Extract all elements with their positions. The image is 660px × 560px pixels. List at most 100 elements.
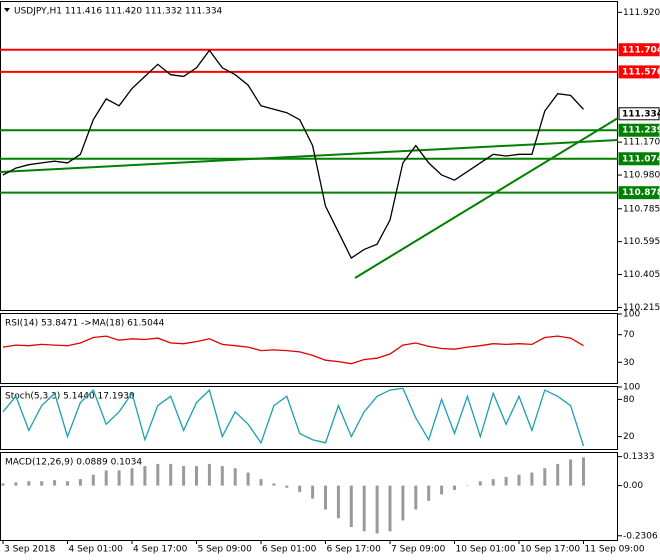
x-tick-label: 4 Sep 01:00 bbox=[69, 545, 124, 555]
histogram-bar bbox=[478, 481, 482, 486]
y-tick-label: 0.1333 bbox=[623, 452, 655, 462]
main-panel bbox=[0, 1, 618, 311]
x-tick-label: 11 Sep 09:00 bbox=[585, 545, 645, 555]
histogram-bar bbox=[130, 468, 134, 486]
level-box bbox=[618, 186, 660, 200]
histogram-bar bbox=[582, 457, 585, 486]
level-box bbox=[618, 65, 660, 79]
histogram-bar bbox=[504, 476, 508, 486]
y-tick-label: 111.170 bbox=[623, 138, 660, 148]
histogram-bar bbox=[27, 481, 31, 486]
x-tick-label: 5 Sep 09:00 bbox=[198, 545, 253, 555]
histogram-bar bbox=[207, 463, 211, 486]
histogram-bar bbox=[143, 466, 147, 486]
price-line bbox=[2, 49, 584, 260]
histogram-bar bbox=[220, 466, 224, 486]
y-tick-label: 110.980 bbox=[623, 171, 660, 181]
histogram-bar bbox=[311, 485, 315, 499]
level-box bbox=[618, 107, 660, 121]
histogram-bar bbox=[53, 480, 57, 486]
y-tick-label: 100 bbox=[623, 383, 640, 393]
y-tick-label: 111.920 bbox=[623, 8, 660, 18]
histogram-bar bbox=[414, 485, 418, 510]
histogram-bar bbox=[401, 485, 405, 521]
x-tick-label: 10 Sep 17:00 bbox=[520, 545, 580, 555]
trend-line bbox=[354, 117, 619, 279]
x-tick-label: 6 Sep 17:00 bbox=[327, 545, 382, 555]
histogram-bar bbox=[465, 485, 469, 487]
histogram-bar bbox=[156, 463, 160, 486]
x-tick-label: 10 Sep 01:00 bbox=[456, 545, 516, 555]
histogram-bar bbox=[259, 479, 263, 486]
histogram-bar bbox=[336, 485, 340, 519]
y-tick-label: 110.215 bbox=[623, 303, 660, 313]
panel-title: RSI(14) 53.8471 ->MA(18) 61.5044 bbox=[5, 319, 165, 329]
histogram-bar bbox=[324, 485, 327, 510]
x-tick-label: 6 Sep 01:00 bbox=[262, 545, 317, 555]
y-tick-label: 110.785 bbox=[623, 204, 660, 214]
macd-panel bbox=[0, 452, 618, 541]
panel-title: Stoch(5,3,3) 5.1440 17.1930 bbox=[5, 392, 135, 402]
histogram-bar bbox=[427, 485, 431, 501]
histogram-bar bbox=[440, 485, 444, 495]
y-tick-label: 20 bbox=[623, 432, 635, 442]
level-box bbox=[618, 123, 660, 137]
level-label: 111.704 bbox=[622, 45, 660, 55]
panel-title: MACD(12,26,9) 0.0889 0.1034 bbox=[5, 458, 142, 468]
level-label: 111.239 bbox=[622, 126, 660, 136]
trend-line bbox=[0, 139, 619, 173]
level-label: 111.576 bbox=[622, 67, 660, 77]
histogram-bar bbox=[182, 466, 186, 486]
y-tick-label: 80 bbox=[623, 395, 635, 405]
collapse-icon bbox=[4, 8, 10, 12]
histogram-bar bbox=[169, 463, 173, 486]
histogram-bar bbox=[1, 483, 5, 486]
level-label: 111.334 bbox=[622, 109, 660, 119]
histogram-bar bbox=[272, 483, 276, 486]
panel-title: USDJPY,H1 111.416 111.420 111.332 111.33… bbox=[14, 7, 223, 17]
histogram-bar bbox=[246, 472, 250, 486]
histogram-bar bbox=[375, 485, 379, 534]
stoch-panel bbox=[0, 386, 618, 450]
y-tick-label: 110.405 bbox=[623, 270, 660, 280]
trend-lines bbox=[0, 117, 619, 279]
price-line bbox=[2, 387, 585, 447]
histogram-bar bbox=[285, 485, 289, 488]
y-tick-label: 100 bbox=[623, 310, 640, 320]
y-tick-label: 30 bbox=[623, 358, 635, 368]
y-tick-label: -0.2306 bbox=[623, 531, 658, 541]
x-tick-label: 7 Sep 09:00 bbox=[391, 545, 446, 555]
histogram-bar bbox=[298, 485, 302, 493]
histogram-bar bbox=[40, 481, 44, 486]
level-box bbox=[618, 152, 660, 166]
histogram-bar bbox=[195, 466, 198, 486]
histogram-bar bbox=[569, 459, 573, 486]
histogram-bar bbox=[517, 474, 521, 486]
histogram-bar bbox=[453, 485, 456, 490]
histogram-bar bbox=[66, 481, 69, 486]
histogram-bar bbox=[14, 482, 18, 486]
histogram-bar bbox=[388, 485, 392, 532]
level-label: 110.878 bbox=[622, 188, 660, 198]
histogram-bar bbox=[543, 468, 547, 486]
y-tick-label: 70 bbox=[623, 330, 635, 340]
histogram-bar bbox=[104, 470, 108, 486]
y-tick-label: 110.595 bbox=[623, 237, 660, 247]
x-tick-label: 3 Sep 2018 bbox=[4, 545, 56, 555]
level-box bbox=[618, 43, 660, 57]
x-tick-label: 4 Sep 17:00 bbox=[133, 545, 188, 555]
histogram-bar bbox=[491, 479, 495, 486]
histogram-bar bbox=[233, 468, 237, 486]
histogram-bar bbox=[117, 470, 121, 486]
histogram-bar bbox=[349, 485, 353, 527]
rsi-panel bbox=[0, 313, 618, 384]
histogram-bar bbox=[78, 479, 82, 486]
histogram-bar bbox=[91, 474, 95, 486]
y-tick-label: 0.00 bbox=[623, 481, 643, 491]
level-label: 111.074 bbox=[622, 154, 660, 164]
histogram-bar bbox=[362, 485, 366, 532]
histogram-bar bbox=[556, 463, 560, 486]
histogram-bar bbox=[530, 472, 534, 486]
price-line bbox=[2, 335, 584, 365]
